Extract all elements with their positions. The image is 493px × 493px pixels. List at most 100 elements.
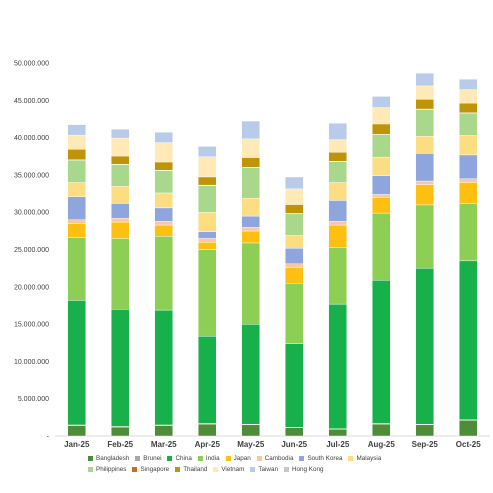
- legend-item: Philippines: [88, 466, 126, 473]
- bar-segment-india: [241, 242, 260, 325]
- bar-stack-apr-25: [198, 145, 217, 437]
- bar-segment-thailand: [328, 152, 347, 162]
- bar-segment-malaysia: [154, 192, 173, 209]
- y-tick-label: 25.000.000: [14, 247, 49, 254]
- bar-segment-south-korea: [154, 207, 173, 222]
- legend-item: Vietnam: [213, 466, 244, 473]
- bar-stack-jun-25: [285, 176, 304, 437]
- bar-segment-philippines: [198, 185, 217, 213]
- bar-segment-japan: [241, 230, 260, 244]
- bar-segment-malaysia: [285, 235, 304, 249]
- bar-segment-india: [198, 249, 217, 337]
- bars: [67, 72, 478, 437]
- bar-segment-philippines: [111, 164, 130, 187]
- y-tick-label: 40.000.000: [14, 135, 49, 142]
- bar-segment-japan: [285, 267, 304, 284]
- bar-segment-taiwan: [372, 96, 391, 108]
- bar-segment-vietnam: [154, 142, 173, 163]
- bar-segment-malaysia: [111, 186, 130, 204]
- bar-segment-thailand: [67, 149, 86, 160]
- legend-label: India: [205, 455, 220, 462]
- bar-segment-bangladesh: [328, 429, 347, 437]
- bar-segment-india: [372, 212, 391, 281]
- bar-segment-vietnam: [241, 138, 260, 158]
- legend-swatch: [225, 456, 231, 461]
- bar-segment-bangladesh: [198, 423, 217, 437]
- bar-segment-china: [415, 268, 434, 425]
- legend-item: South Korea: [299, 455, 342, 462]
- bar-segment-philippines: [328, 161, 347, 183]
- legend: Bangladesh Brunei China India Japan Cambodia S…: [88, 455, 418, 477]
- legend-item: Brunei: [135, 455, 161, 462]
- legend-label: Hong Kong: [291, 466, 324, 473]
- bar-segment-china: [198, 335, 217, 424]
- legend-item: Bangladesh: [88, 455, 129, 462]
- bar-segment-china: [111, 309, 130, 427]
- bar-segment-india: [154, 236, 173, 311]
- bar-segment-vietnam: [198, 156, 217, 178]
- bar-segment-thailand: [459, 102, 478, 113]
- bar-segment-taiwan: [328, 123, 347, 140]
- bar-segment-cambodia: [198, 238, 217, 243]
- legend-item: China: [167, 455, 192, 462]
- legend-item: Japan: [225, 455, 251, 462]
- bar-segment-malaysia: [198, 212, 217, 232]
- bar-segment-china: [459, 260, 478, 420]
- bar-segment-philippines: [241, 167, 260, 199]
- bar-segment-taiwan: [241, 120, 260, 140]
- bar-segment-bangladesh: [372, 423, 391, 437]
- x-tick-label: Apr-25: [195, 440, 221, 449]
- bar-segment-cambodia: [67, 219, 86, 224]
- y-tick-label: -: [47, 434, 50, 441]
- bar-segment-philippines: [67, 159, 86, 183]
- bar-segment-cambodia: [372, 194, 391, 198]
- bar-segment-thailand: [154, 161, 173, 171]
- bar-segment-vietnam: [459, 89, 478, 104]
- bar-stack-jan-25: [67, 124, 86, 437]
- bar-segment-india: [415, 204, 434, 269]
- x-tick-label: Jun-25: [281, 440, 307, 449]
- bar-segment-bangladesh: [111, 426, 130, 437]
- bar-segment-japan: [459, 182, 478, 204]
- bar-stack-may-25: [241, 120, 260, 437]
- legend-swatch: [283, 467, 289, 472]
- legend-label: Japan: [233, 455, 251, 462]
- legend-label: Cambodia: [264, 455, 294, 462]
- bar-segment-japan: [328, 224, 347, 248]
- bar-segment-china: [154, 309, 173, 426]
- bar-segment-bangladesh: [154, 425, 173, 437]
- bar-segment-cambodia: [241, 227, 260, 232]
- bar-segment-bangladesh: [415, 424, 434, 437]
- bar-segment-japan: [111, 221, 130, 239]
- bar-segment-india: [459, 203, 478, 262]
- legend-item: India: [197, 455, 220, 462]
- bar-segment-philippines: [415, 109, 434, 137]
- bar-segment-taiwan: [67, 124, 86, 136]
- bar-segment-bangladesh: [67, 425, 86, 437]
- legend-item: Cambodia: [256, 455, 294, 462]
- bar-segment-taiwan: [285, 176, 304, 190]
- bar-segment-india: [67, 237, 86, 301]
- legend-label: Philippines: [96, 466, 127, 473]
- legend-label: Bangladesh: [96, 455, 130, 462]
- legend-label: South Korea: [307, 455, 343, 462]
- bar-segment-thailand: [372, 123, 391, 135]
- bar-segment-japan: [67, 223, 86, 238]
- legend-label: Brunei: [143, 455, 162, 462]
- bar-segment-japan: [198, 241, 217, 250]
- legend-label: Malaysia: [356, 455, 382, 462]
- bar-segment-cambodia: [459, 178, 478, 183]
- legend-swatch: [213, 467, 219, 472]
- legend-item: Taiwan: [250, 466, 278, 473]
- bar-segment-bangladesh: [285, 427, 304, 437]
- legend-swatch: [88, 467, 93, 472]
- legend-label: Taiwan: [258, 466, 278, 473]
- legend-item: Thailand: [175, 466, 207, 473]
- legend-swatch: [88, 456, 93, 461]
- y-tick-label: 35.000.000: [14, 172, 49, 179]
- bar-segment-china: [372, 280, 391, 424]
- bar-segment-south-korea: [285, 247, 304, 265]
- legend-swatch: [250, 467, 256, 472]
- legend-swatch: [167, 456, 173, 461]
- bar-stack-jul-25: [328, 122, 347, 437]
